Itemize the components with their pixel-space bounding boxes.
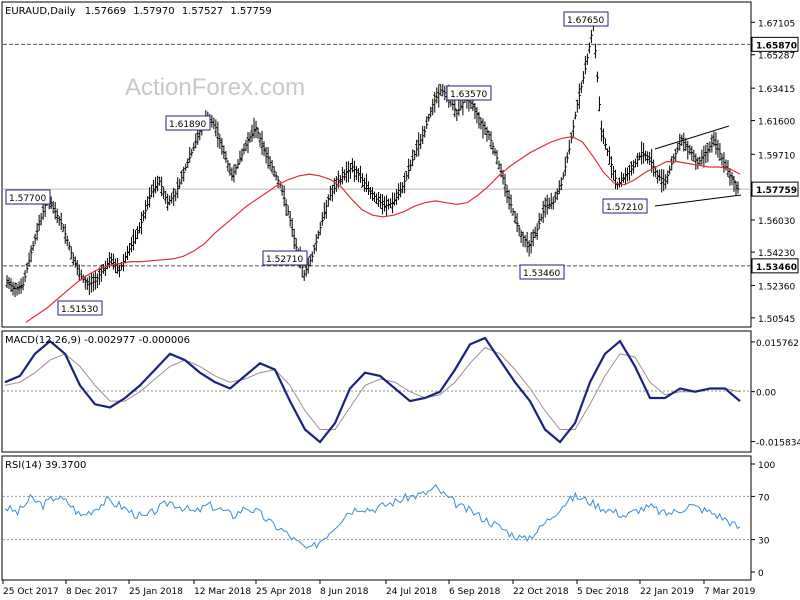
rsi-levels <box>3 495 751 541</box>
price-annotation-box <box>446 85 492 101</box>
x-axis-label: 24 Jul 2018 <box>386 587 437 597</box>
x-axis-label: 25 Oct 2017 <box>3 587 59 597</box>
price-annotation-box <box>602 198 648 214</box>
price-annotation-label: 1.57210 <box>606 203 643 213</box>
price-level-box <box>751 181 799 197</box>
price-annotations: 1.57700 1.51530 1.61890 1.52710 1.63570 1.534… <box>5 11 648 316</box>
price-annotation-box <box>563 11 609 27</box>
price-tick-label: 1.54230 <box>758 249 795 259</box>
price-level-label: 1.65870 <box>756 41 797 51</box>
macd-tick-label: 0.00 <box>756 389 776 399</box>
macd-lines <box>4 336 741 444</box>
macd-tick-label: -0.015834 <box>756 439 800 449</box>
ohlc-low: 1.57527 <box>182 6 223 17</box>
price-annotation-label: 1.61890 <box>169 120 206 130</box>
rsi-axis-ticks: 100 70 30 0 <box>751 461 775 579</box>
x-axis-label: 25 Jan 2018 <box>129 587 183 597</box>
price-annotation-label: 1.52710 <box>266 255 303 265</box>
price-bars <box>5 16 740 298</box>
price-tick-label: 1.67105 <box>758 19 795 29</box>
price-annotation-label: 1.63570 <box>450 90 487 100</box>
price-level-box <box>751 36 799 52</box>
macd-signal-line <box>4 346 741 430</box>
price-level-label: 1.57759 <box>756 186 797 196</box>
channel-upper-line <box>654 125 730 150</box>
wedge-channel <box>654 125 742 207</box>
rsi-tick-label: 30 <box>758 537 770 547</box>
x-axis: 25 Oct 2017 8 Dec 2017 25 Jan 2018 12 Mar 2… <box>2 580 756 597</box>
price-annotation-box <box>519 264 565 280</box>
sma-line <box>25 135 741 323</box>
rsi-tick-label: 0 <box>758 569 764 579</box>
macd-line <box>4 336 741 444</box>
macd-label: MACD(12,26,9) -0.002977 -0.000006 <box>5 335 190 346</box>
price-annotation-label: 1.57700 <box>9 194 46 204</box>
x-axis-label: 8 Dec 2017 <box>66 587 118 597</box>
x-axis-label: 8 Jun 2018 <box>320 587 369 597</box>
ohlc-close: 1.57759 <box>230 6 271 17</box>
price-panel-frame <box>1 1 752 328</box>
price-level-label: 1.53460 <box>756 263 797 273</box>
rsi-line <box>4 484 741 550</box>
price-levels: 1.65870 1.53460 1.57759 <box>3 36 799 274</box>
price-sma <box>25 135 741 323</box>
x-axis-label: 7 Mar 2019 <box>704 587 756 597</box>
watermark: ActionForex.com <box>125 74 305 101</box>
channel-lower-line <box>654 194 742 207</box>
price-tick-label: 1.65287 <box>758 52 795 62</box>
symbol-title: EURAUD,Daily <box>5 6 76 17</box>
price-level-box <box>751 258 799 274</box>
price-tick-label: 1.52360 <box>758 282 795 292</box>
price-annotation-label: 1.67650 <box>567 16 604 26</box>
price-annotation-label: 1.51530 <box>61 305 98 315</box>
price-tick-label: 1.50545 <box>758 315 795 325</box>
ohlc-high: 1.57970 <box>133 6 174 17</box>
price-annotation-box <box>57 300 103 316</box>
price-tick-label: 1.56030 <box>758 217 795 227</box>
macd-axis-ticks: 0.015762 0.00 -0.015834 <box>751 339 800 449</box>
price-tick-label: 1.61600 <box>758 118 795 128</box>
x-axis-label: 12 Mar 2018 <box>194 587 251 597</box>
price-annotation-box <box>165 115 211 131</box>
x-axis-label: 6 Sep 2018 <box>449 587 501 597</box>
price-annotation-label: 1.53460 <box>523 269 560 279</box>
price-tick-label: 1.63415 <box>758 85 795 95</box>
x-axis-label: 25 Apr 2018 <box>256 587 312 597</box>
rsi-panel-frame <box>1 455 752 581</box>
x-axis-label: 22 Oct 2018 <box>513 587 569 597</box>
price-annotation-box <box>5 189 51 205</box>
price-tick-label: 1.59710 <box>758 151 795 161</box>
rsi-tick-label: 100 <box>758 461 775 471</box>
rsi-series-line <box>4 484 741 550</box>
x-axis-label: 22 Jan 2019 <box>640 587 694 597</box>
chart-title: EURAUD,Daily 1.57669 1.57970 1.57527 1.5… <box>5 6 272 17</box>
macd-tick-label: 0.015762 <box>756 339 799 349</box>
rsi-tick-label: 70 <box>758 493 770 503</box>
rsi-label: RSI(14) 39.3700 <box>5 460 86 471</box>
price-axis-ticks: 1.67105 1.65287 1.63415 1.61600 1.59710 1.560… <box>751 19 795 325</box>
ohlc-open: 1.57669 <box>85 6 126 17</box>
x-axis-label: 5 Dec 2018 <box>577 587 629 597</box>
price-annotation-box <box>262 250 308 266</box>
